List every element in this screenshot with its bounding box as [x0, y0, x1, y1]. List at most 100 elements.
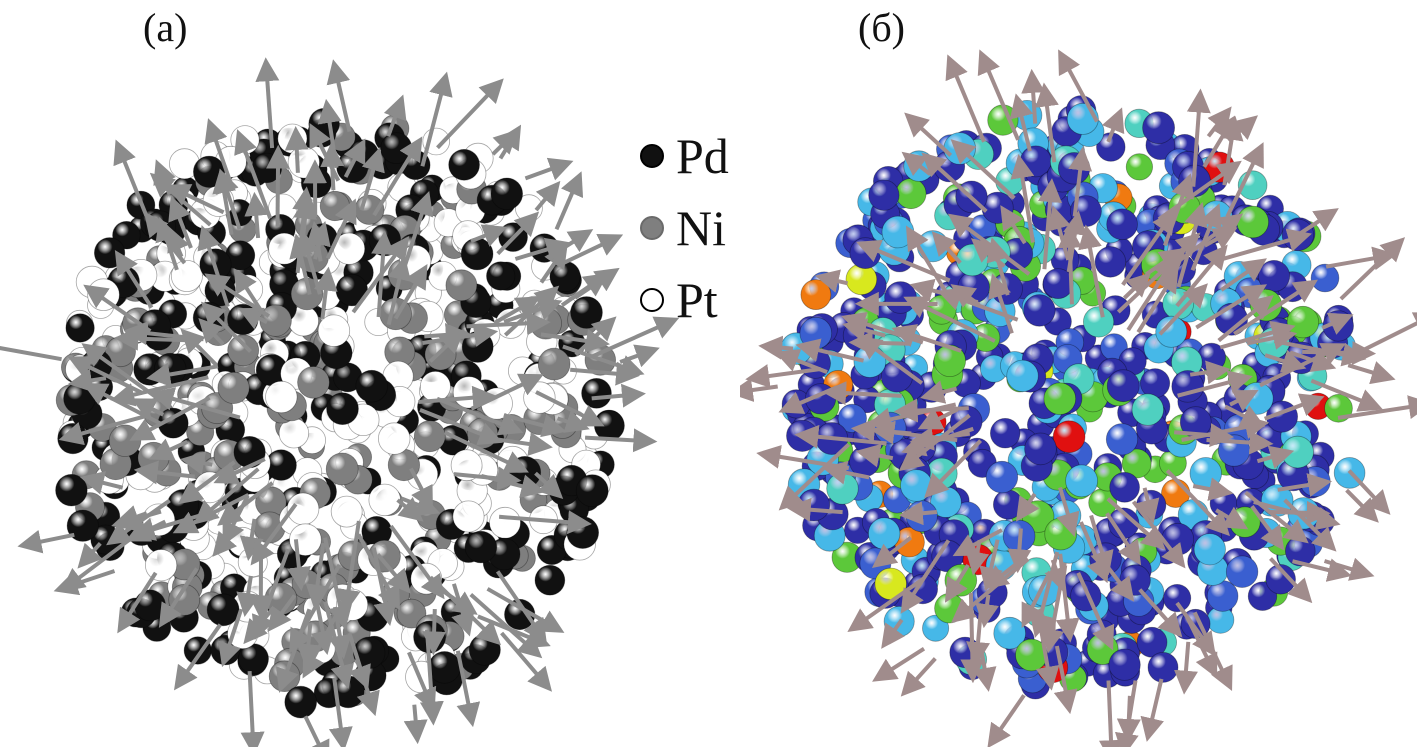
displacement-arrow — [303, 715, 330, 747]
displacement-arrow — [1136, 267, 1179, 334]
displacement-arrow — [420, 71, 453, 167]
displacement-arrow — [898, 501, 938, 526]
displacement-arrow — [740, 378, 778, 402]
displacement-arrow — [1144, 248, 1185, 277]
atom — [537, 347, 571, 381]
displacement-arrow — [842, 318, 886, 342]
displacement-arrow — [786, 497, 843, 522]
atom — [1310, 263, 1340, 293]
legend-label: Ni — [676, 200, 726, 256]
displacement-arrow — [1323, 557, 1375, 581]
atom — [1065, 464, 1099, 498]
displacement-arrow — [498, 510, 592, 535]
atom — [985, 460, 1019, 494]
displacement-arrow — [436, 396, 524, 436]
atom — [992, 489, 1023, 520]
atom — [1147, 652, 1179, 683]
atom — [868, 179, 900, 211]
nanoparticle-b-value-map — [740, 49, 1417, 747]
displacement-arrow — [153, 159, 176, 196]
displacement-arrow — [903, 296, 996, 343]
displacement-arrow — [313, 266, 338, 320]
displacement-arrow — [1114, 680, 1139, 747]
displacement-arrow — [1078, 224, 1105, 318]
displacement-arrow — [1174, 423, 1235, 448]
displacement-arrow — [275, 608, 312, 693]
atom — [949, 405, 983, 438]
displacement-arrow — [977, 49, 1020, 141]
displacement-arrow — [893, 398, 969, 423]
displacement-arrow — [557, 229, 594, 253]
displacement-arrow — [758, 335, 794, 360]
displacement-arrow — [251, 548, 291, 640]
displacement-arrow — [975, 594, 999, 629]
atom — [452, 500, 485, 533]
displacement-arrow — [822, 460, 870, 485]
atom — [330, 495, 363, 528]
legend-item-pd: Pd — [640, 120, 729, 192]
atom — [55, 474, 88, 507]
displacement-arrow — [1289, 349, 1337, 372]
displacement-arrow — [924, 439, 983, 499]
displacement-arrow — [900, 539, 951, 614]
displacement-arrow — [371, 230, 396, 318]
legend-item-pt: Pt — [640, 264, 729, 336]
displacement-arrow — [966, 607, 991, 667]
displacement-arrow — [284, 126, 309, 173]
displacement-arrow — [1007, 528, 1032, 574]
atom — [490, 177, 524, 211]
displacement-arrow — [495, 570, 547, 644]
atom — [144, 210, 177, 242]
displacement-arrow — [1347, 361, 1396, 385]
displacement-arrow — [407, 651, 437, 713]
displacement-arrow — [168, 195, 193, 249]
displacement-arrow — [1089, 514, 1114, 576]
atom — [368, 539, 401, 573]
atom — [413, 420, 446, 453]
displacement-arrow — [1250, 505, 1285, 551]
displacement-arrow — [469, 593, 543, 659]
displacement-arrow — [917, 407, 959, 430]
atom — [845, 263, 878, 296]
displacement-arrow — [952, 528, 1003, 557]
displacement-arrow — [1269, 557, 1313, 604]
nanoparticle-a-element-map — [0, 57, 680, 747]
atom — [108, 424, 142, 457]
displacement-arrow — [1220, 258, 1267, 292]
atom — [534, 564, 566, 596]
displacement-arrow — [1076, 571, 1115, 651]
atom — [993, 616, 1027, 650]
atom — [325, 452, 359, 486]
atom — [594, 410, 625, 442]
atom — [66, 509, 99, 542]
displacement-arrow — [535, 390, 605, 427]
displacement-arrow — [970, 238, 1006, 268]
displacement-arrow — [436, 78, 504, 150]
displacement-arrow — [1010, 154, 1035, 243]
displacement-arrow — [307, 221, 331, 260]
displacement-arrow — [67, 356, 144, 395]
atom — [933, 344, 967, 378]
displacement-arrow — [400, 493, 441, 516]
displacement-arrow — [296, 230, 322, 295]
displacement-arrow — [1053, 645, 1078, 715]
displacement-arrow — [250, 503, 298, 566]
displacement-arrow — [389, 524, 445, 600]
atom — [468, 633, 501, 666]
atom — [800, 279, 832, 311]
displacement-arrow — [114, 249, 154, 309]
panel-b-label: (б) — [858, 5, 905, 50]
atom — [326, 392, 359, 426]
displacement-arrow — [960, 592, 985, 684]
displacement-arrow — [496, 211, 540, 256]
atom — [881, 215, 915, 249]
displacement-arrow — [1157, 160, 1242, 221]
atom — [284, 685, 318, 719]
displacement-arrow — [1021, 68, 1046, 124]
displacement-arrow — [855, 443, 894, 468]
atom — [428, 651, 461, 684]
atom — [396, 598, 427, 629]
displacement-arrow — [165, 184, 225, 215]
displacement-arrow — [58, 412, 152, 446]
